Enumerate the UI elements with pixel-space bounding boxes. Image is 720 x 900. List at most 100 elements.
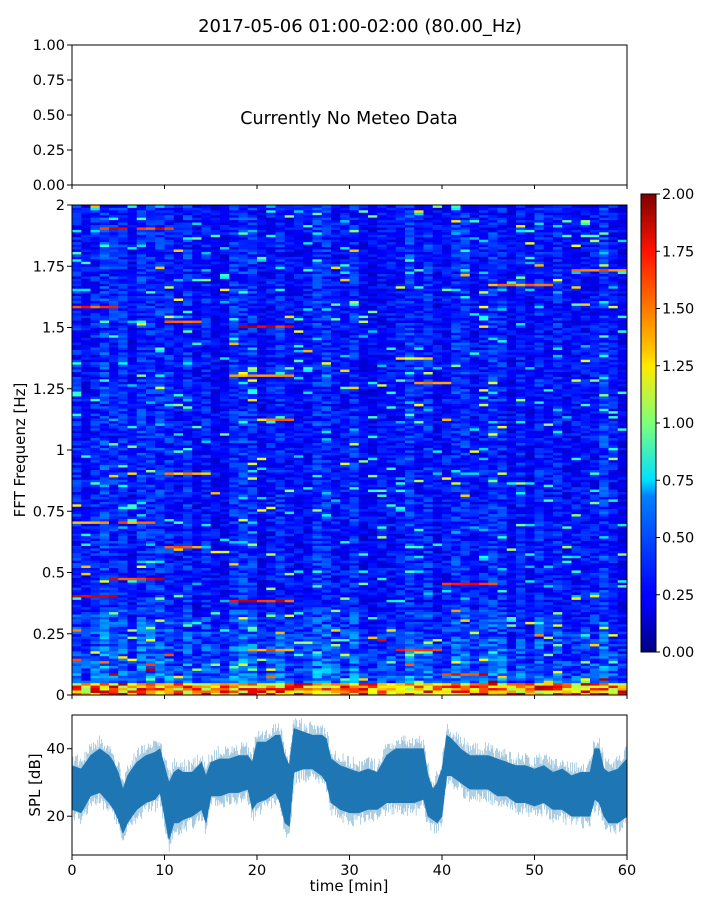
- spectrogram-cell: [146, 435, 156, 439]
- spectrogram-cell: [284, 234, 295, 238]
- spectrogram-cell: [164, 452, 175, 456]
- spectrogram-cell: [109, 582, 119, 586]
- spectrogram-cell: [109, 535, 119, 539]
- spectrogram-cell: [118, 381, 128, 385]
- spectrogram-cell: [220, 374, 230, 377]
- spectrogram-cell: [99, 234, 110, 238]
- spectrogram-cell: [136, 479, 147, 483]
- spectrogram-cell: [275, 692, 286, 695]
- spectrogram-cell: [238, 604, 249, 608]
- spectrogram-cell: [81, 418, 91, 421]
- spectrogram-cell: [210, 464, 221, 468]
- spectrogram-cell: [192, 535, 202, 539]
- spectrogram-cell: [192, 577, 202, 581]
- spectrogram-cell: [229, 476, 239, 480]
- spectrogram-cell: [238, 469, 249, 473]
- spectrogram-cell: [257, 670, 267, 674]
- spectrogram-cell: [109, 219, 119, 223]
- spectrogram-cell: [284, 577, 295, 581]
- spectrogram-cell: [99, 677, 110, 681]
- spectrogram-cell: [247, 273, 258, 277]
- spectrogram-cell: [173, 506, 184, 510]
- spectrogram-cell: [109, 614, 119, 617]
- spectrogram-cell: [118, 425, 128, 429]
- spectrogram-cell: [247, 685, 258, 689]
- spectrogram-cell: [127, 687, 138, 691]
- spectrogram-cell: [210, 614, 221, 617]
- spectrogram-cell: [136, 361, 147, 365]
- spectrogram-cell: [155, 523, 165, 527]
- spectrogram-cell: [81, 227, 91, 230]
- spectrogram-cell: [210, 597, 221, 600]
- spectrogram-cell: [266, 442, 276, 446]
- spectrogram-cell: [127, 690, 138, 693]
- spectrogram-cell: [257, 577, 267, 581]
- spectrogram-cell: [192, 427, 202, 431]
- spectrogram-cell: [136, 513, 147, 517]
- spectrogram-cell: [266, 452, 276, 456]
- spectrogram-cell: [266, 231, 276, 235]
- spectrogram-cell: [229, 589, 239, 593]
- spectrogram-cell: [118, 579, 128, 583]
- spectrogram-cell: [238, 650, 249, 654]
- spectrogram-cell: [183, 307, 193, 311]
- spectrogram-cell: [155, 339, 165, 343]
- spectrogram-cell: [220, 663, 230, 666]
- spectrogram-cell: [90, 648, 101, 652]
- spectrogram-cell: [257, 494, 267, 497]
- spectrogram-cell: [201, 567, 212, 571]
- spectrogram-cell: [247, 543, 258, 546]
- spectrogram-cell: [294, 405, 304, 409]
- spectrogram-cell: [247, 491, 258, 495]
- spectrogram-cell: [238, 614, 249, 617]
- spectrogram-cell: [81, 241, 91, 245]
- spectrogram-cell: [183, 398, 193, 402]
- spectrogram-cell: [257, 420, 267, 424]
- spectrogram-cell: [118, 481, 128, 485]
- spectrogram-cell: [183, 672, 193, 676]
- spectrogram-cell: [146, 303, 156, 306]
- spectrogram-cell: [266, 403, 276, 407]
- spectrogram-cell: [229, 391, 239, 395]
- spectrogram-cell: [275, 592, 286, 595]
- spectrogram-cell: [99, 579, 110, 583]
- spectrogram-cell: [136, 437, 147, 441]
- spectrogram-cell: [284, 675, 295, 679]
- spectrogram-cell: [90, 646, 101, 649]
- spectrogram-cell: [155, 555, 165, 559]
- spectrogram-cell: [72, 525, 82, 529]
- spectrogram-cell: [173, 312, 184, 316]
- spectrogram-cell: [109, 239, 119, 243]
- spectrogram-cell: [127, 643, 138, 647]
- spectrogram-cell: [127, 386, 138, 390]
- spectrogram-cell: [192, 435, 202, 439]
- spectrogram-cell: [155, 606, 165, 610]
- spectrogram-cell: [192, 474, 202, 478]
- spectrogram-cell: [229, 572, 239, 576]
- spectrogram-cell: [109, 518, 119, 522]
- spectrogram-cell: [201, 246, 212, 250]
- spectrogram-cell: [183, 224, 193, 228]
- spectrogram-cell: [127, 437, 138, 441]
- spectrogram-cell: [201, 636, 212, 640]
- spectrogram-cell: [109, 222, 119, 225]
- spectrogram-cell: [164, 577, 175, 581]
- spectrogram-cell: [229, 650, 239, 654]
- spectrogram-cell: [220, 398, 230, 402]
- spectrogram-cell: [109, 388, 119, 392]
- spectrogram-cell: [257, 484, 267, 488]
- spectrogram-cell: [275, 499, 286, 502]
- spectrogram-cell: [173, 562, 184, 566]
- spectrogram-cell: [183, 295, 193, 299]
- spectrogram-cell: [146, 427, 156, 431]
- spectrogram-cell: [210, 570, 221, 573]
- spectrogram-cell: [284, 523, 295, 527]
- spectrogram-cell: [229, 516, 239, 519]
- spectrogram-cell: [155, 295, 165, 299]
- spectrogram-cell: [247, 663, 258, 666]
- spectrogram-cell: [127, 205, 138, 208]
- spectrogram-cell: [109, 305, 119, 309]
- spectrogram-cell: [72, 224, 82, 228]
- spectrogram-cell: [81, 276, 91, 279]
- spectrogram-cell: [81, 349, 91, 353]
